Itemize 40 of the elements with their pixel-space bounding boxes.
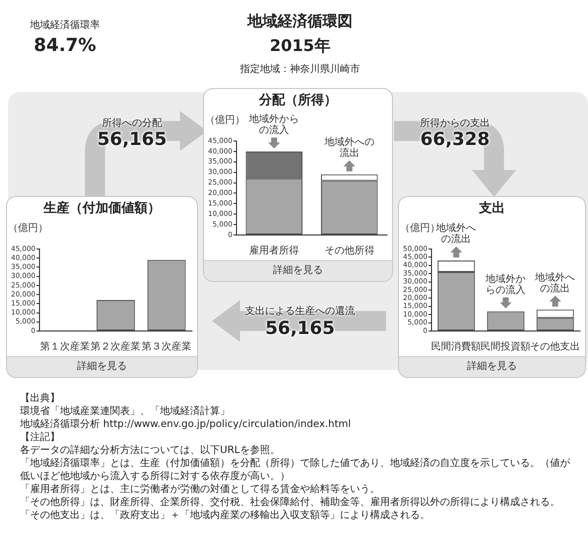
text: 支出による生産への還流 (244, 306, 356, 317)
text: 指定地域：神奈川県川崎市 (239, 64, 361, 75)
text: 地域経済循環率 (29, 20, 101, 31)
text: 「その他支出」は、「政府支出」＋「地域内産業の移輸出入収支額等」により構成される。 (20, 509, 431, 522)
y-axis-title: （億円） (205, 114, 245, 127)
text: 56,165 (97, 129, 167, 150)
text: 「その他所得」は、財産所得、企業所得、交付税、社会保障給付、補助金等、雇用者所得以外の所得により構成される。 (20, 496, 561, 509)
annotation: 地域外への流出 (323, 136, 374, 160)
text: 66,328 (420, 129, 490, 150)
text: 地域経済循環分析 http://www.env.go.jp/policy/circulation/index.html (20, 418, 352, 431)
text: 所得からの支出 (419, 118, 491, 129)
text: 所得への分配 (102, 118, 162, 129)
text: 詳細を見る (7, 356, 197, 377)
text: 環境省「地域産業連関表」、「地域経済計算」 (20, 405, 231, 418)
text: 【注記】 (20, 431, 61, 444)
chart-title: 支出 (478, 200, 506, 218)
x-tick-label: 民間投資額 (480, 340, 531, 353)
text: 「地域経済循環率」とは、生産（付加価値額）を分配（所得）で除した値であり、地域経済の自立度を示している。（値が低いほど他地域から流入する所得に対する依存度が高い。） (20, 457, 571, 483)
annotation: 地域外への流出 (534, 271, 576, 294)
x-tick-label: 雇用者所得 (249, 244, 300, 257)
x-tick-label: その他支出 (530, 340, 580, 353)
x-tick-label: 民間消費額 (431, 340, 482, 353)
text: 地域経済循環図 (246, 12, 354, 31)
text: 「雇用者所得」とは、主に労働者が労働の対価として得る賃金や給料等をいう。 (20, 483, 381, 496)
x-tick-label: 第２次産業 (90, 340, 141, 353)
text: 【出典】 (20, 392, 61, 405)
text: 84.7% (32, 35, 98, 56)
chart-title: 分配（所得） (258, 92, 338, 110)
annotation: 地域外からの流入 (248, 113, 300, 136)
text: 詳細を見る (399, 356, 585, 377)
text: 各データの詳細な分析方法については、以下URLを参照。 (20, 444, 281, 457)
x-tick-label: 第１次産業 (40, 340, 90, 353)
x-tick-label: その他所得 (324, 244, 374, 257)
y-axis-title: （億円） (8, 222, 48, 235)
text: 2015年 (268, 36, 332, 57)
text: 詳細を見る (204, 260, 392, 281)
x-tick-label: 第３次産業 (142, 340, 192, 353)
annotation: 地域外からの流入 (484, 272, 526, 296)
chart-title: 生産（付加価値額） (42, 200, 162, 218)
text: 56,165 (264, 318, 336, 339)
